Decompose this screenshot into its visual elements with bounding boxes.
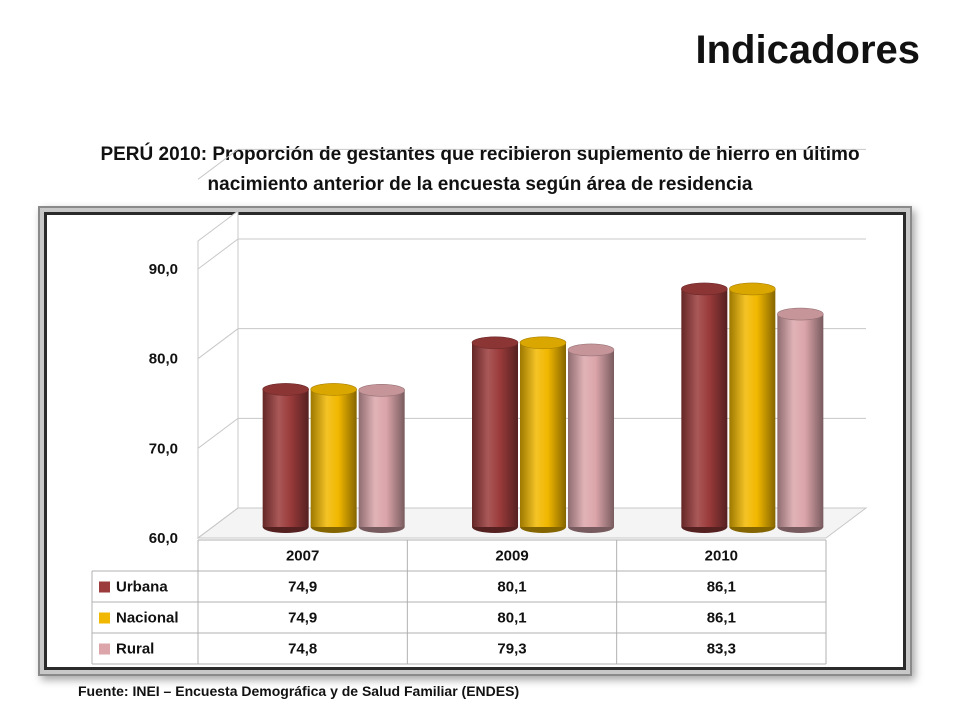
data-label: 83,3: [707, 641, 736, 658]
bar-urbana-2010: [681, 282, 728, 533]
category-label: 2009: [495, 548, 528, 565]
category-label: 2007: [286, 548, 319, 565]
chart-gridlines: [197, 148, 866, 539]
side-wall: [197, 210, 239, 539]
bar-urbana-2007: [262, 383, 309, 533]
data-label: 80,1: [497, 610, 526, 627]
bar-nacional-2007: [310, 383, 357, 533]
bar-nacional-2010: [729, 282, 776, 533]
legend-swatch: [99, 612, 110, 624]
chart-title-line-2: nacimiento anterior de la encuesta según…: [207, 174, 753, 195]
gridline: [197, 507, 866, 539]
y-tick-label: 60,0: [149, 530, 178, 547]
data-table: 2007 2009 2010 Urbana 74,9 80,1 86,1 Nacional 74…: [91, 539, 827, 665]
category-label: 2010: [705, 548, 738, 565]
bar-rural-2009: [567, 343, 615, 533]
gridline: [197, 238, 866, 270]
gridline: [197, 328, 866, 360]
gridline: [197, 148, 866, 180]
source-note: Fuente: INEI – Encuesta Demográfica y de…: [78, 683, 520, 699]
data-label: 74,8: [288, 641, 317, 658]
bar-nacional-2009: [519, 336, 567, 533]
bar-rural-2007: [358, 383, 405, 533]
data-label: 79,3: [497, 641, 526, 658]
bar-urbana-2009: [471, 336, 519, 533]
y-axis-ticks: 60,0 70,0 80,0 90,0: [149, 261, 178, 547]
data-label: 74,9: [288, 579, 317, 596]
legend-label: Urbana: [116, 579, 168, 596]
legend-swatch: [99, 581, 110, 593]
legend-label: Nacional: [116, 610, 179, 627]
data-label: 86,1: [707, 579, 736, 596]
y-tick-label: 80,0: [149, 351, 178, 368]
chart-bars: [262, 282, 824, 533]
bar-rural-2010: [777, 307, 824, 533]
gridline: [197, 417, 866, 449]
y-tick-label: 90,0: [149, 261, 178, 278]
page-heading: Indicadores: [695, 28, 920, 72]
legend-label: Rural: [116, 641, 154, 658]
y-tick-label: 70,0: [149, 440, 178, 457]
data-label: 74,9: [288, 610, 317, 627]
data-label: 86,1: [707, 610, 736, 627]
data-label: 80,1: [497, 579, 526, 596]
legend-swatch: [99, 643, 110, 655]
